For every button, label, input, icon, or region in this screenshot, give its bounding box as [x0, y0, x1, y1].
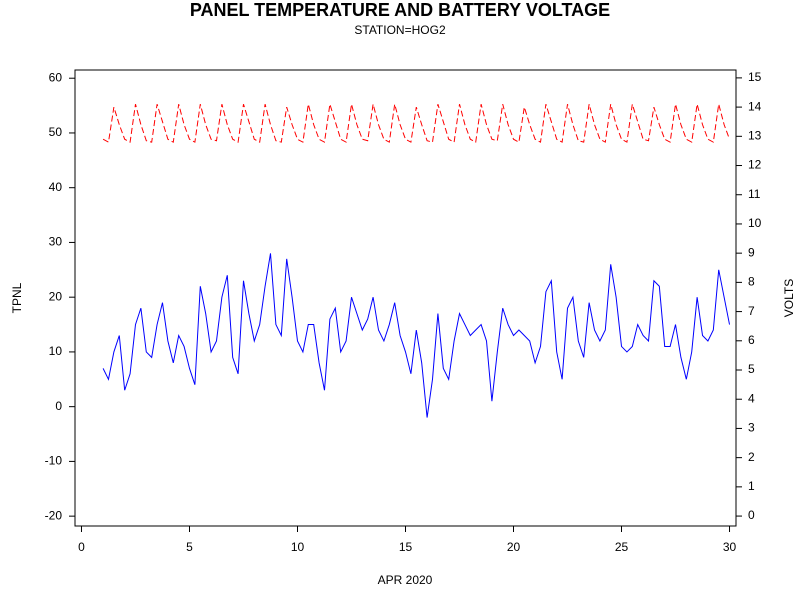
- y-tick-label: 40: [49, 180, 63, 194]
- y-tick-label: -20: [45, 508, 63, 522]
- y2-tick-label: 3: [748, 421, 755, 435]
- x-axis-label: APR 2020: [378, 573, 433, 587]
- x-tick-label: 25: [615, 540, 629, 554]
- x-tick-label: 0: [78, 540, 85, 554]
- y-tick-label: 0: [55, 399, 62, 413]
- chart-title: PANEL TEMPERATURE AND BATTERY VOLTAGE: [190, 0, 610, 20]
- y-tick-label: 30: [49, 235, 63, 249]
- y2-tick-label: 10: [748, 216, 762, 230]
- y-tick-label: 20: [49, 289, 63, 303]
- y2-tick-label: 8: [748, 275, 755, 289]
- y2-tick-label: 5: [748, 362, 755, 376]
- y2-tick-label: 0: [748, 508, 755, 522]
- y2-tick-label: 4: [748, 391, 755, 405]
- y-tick-label: 10: [49, 344, 63, 358]
- y-tick-label: 50: [49, 125, 63, 139]
- x-tick-label: 5: [186, 540, 193, 554]
- y-tick-label: -10: [45, 454, 63, 468]
- x-tick-label: 10: [291, 540, 305, 554]
- y-tick-label: 60: [49, 70, 63, 84]
- y2-tick-label: 2: [748, 450, 755, 464]
- y2-tick-label: 6: [748, 333, 755, 347]
- series-line: [102, 104, 730, 143]
- x-tick-label: 20: [507, 540, 521, 554]
- y2-tick-label: 11: [748, 187, 761, 201]
- y2-tick-label: 14: [748, 99, 762, 113]
- y2-axis-label: VOLTS: [782, 279, 796, 317]
- x-tick-label: 15: [399, 540, 413, 554]
- y2-tick-label: 9: [748, 245, 755, 259]
- series-line: [102, 253, 731, 418]
- y2-tick-label: 13: [748, 128, 762, 142]
- y-axis-label: TPNL: [10, 282, 24, 313]
- y2-tick-label: 7: [748, 304, 755, 318]
- y2-tick-label: 12: [748, 158, 762, 172]
- y2-tick-label: 15: [748, 70, 762, 84]
- chart-subtitle: STATION=HOG2: [354, 23, 446, 37]
- y2-tick-label: 1: [748, 479, 755, 493]
- x-tick-label: 30: [723, 540, 737, 554]
